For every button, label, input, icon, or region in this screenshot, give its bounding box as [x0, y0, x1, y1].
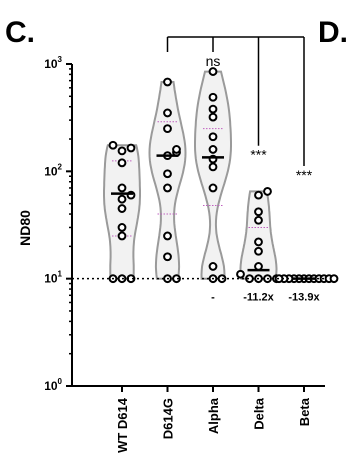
- data-point: [254, 262, 263, 271]
- data-point: [163, 77, 172, 87]
- data-point: [254, 237, 263, 247]
- data-point: [163, 252, 172, 262]
- y-axis-title: ND80: [17, 210, 33, 246]
- violins: [103, 70, 316, 280]
- data-point: [208, 162, 218, 172]
- x-category-label: D614G: [161, 398, 176, 439]
- data-point: [208, 67, 218, 76]
- y-tick-label: 100: [44, 377, 62, 393]
- x-category-label: WT D614: [115, 397, 130, 453]
- data-point: [254, 215, 263, 225]
- violin-shape: [148, 81, 187, 280]
- x-category-label: Beta: [297, 397, 312, 426]
- data-point: [254, 207, 263, 217]
- data-point: [329, 274, 339, 284]
- significance-label: ns: [206, 53, 221, 69]
- data-point: [208, 112, 218, 122]
- violin-shape: [194, 70, 232, 280]
- data-point: [117, 158, 127, 168]
- x-category-label: Delta: [252, 397, 267, 430]
- data-point: [117, 194, 127, 204]
- fold-change-label: -: [211, 292, 215, 304]
- data-point: [208, 145, 218, 154]
- data-point: [208, 183, 218, 193]
- data-point: [208, 92, 218, 102]
- violin-shape: [239, 190, 278, 280]
- data-point: [126, 143, 136, 153]
- significance-label: ***: [250, 147, 267, 163]
- data-point: [163, 124, 172, 134]
- significance-label: ***: [296, 167, 313, 183]
- data-point: [117, 204, 127, 213]
- data-point: [172, 145, 181, 154]
- panel-label: C.: [5, 16, 35, 49]
- data-point: [254, 246, 263, 256]
- data-point: [208, 262, 218, 271]
- data-point: [254, 190, 263, 200]
- data-point: [117, 146, 127, 156]
- data-point: [208, 104, 218, 114]
- data-point: [208, 132, 218, 142]
- data-point: [263, 187, 272, 196]
- y-tick-label: 101: [44, 270, 62, 286]
- data-point: [163, 108, 172, 118]
- data-point: [117, 231, 127, 241]
- data-point: [108, 140, 118, 150]
- fold-change-label: -11.2x: [243, 292, 274, 304]
- next-panel-label: D.: [318, 16, 347, 49]
- y-tick-label: 102: [44, 162, 62, 178]
- axes: 100 101 102 103 WT D614 D614G Alpha Delta Beta: [44, 55, 325, 453]
- annotations: ns *** *** - -11.2x -13.9x: [166, 36, 320, 304]
- data-point: [163, 169, 172, 179]
- x-category-label: Alpha: [206, 397, 221, 434]
- data-point: [117, 183, 127, 193]
- y-tick-label: 103: [44, 55, 62, 71]
- data-point: [163, 183, 172, 193]
- data-point: [163, 231, 172, 241]
- data-point: [117, 223, 127, 232]
- data-point: [236, 269, 245, 279]
- fold-change-label: -13.9x: [288, 292, 320, 304]
